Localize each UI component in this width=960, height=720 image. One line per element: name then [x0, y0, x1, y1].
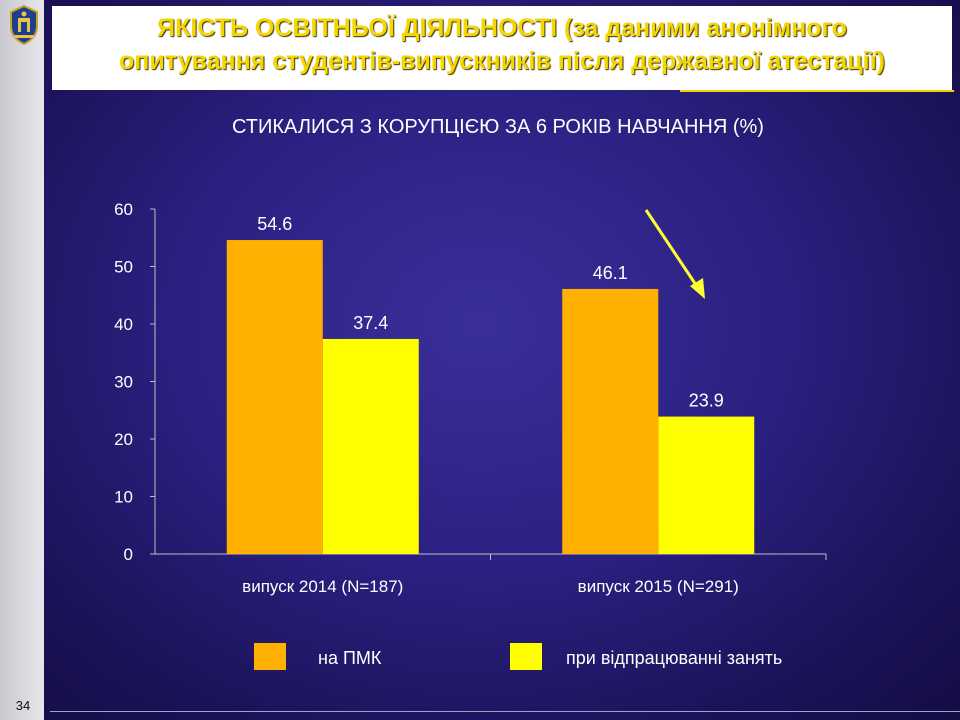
title-box [52, 6, 952, 90]
bar [322, 338, 419, 554]
bar [562, 288, 659, 554]
data-label: 23.9 [689, 391, 724, 411]
legend-label: на ПМК [318, 648, 382, 668]
y-tick-label: 50 [114, 258, 133, 277]
chart-title: СТИКАЛИСЯ З КОРУПЦІЄЮ ЗА 6 РОКІВ НАВЧАНН… [232, 116, 764, 138]
legend: на ПМК при відпрацюванні занять [254, 643, 782, 670]
title-rule-top [640, 8, 894, 9]
y-tick-label: 10 [114, 488, 133, 507]
data-label: 37.4 [353, 313, 388, 333]
y-tick-label: 20 [114, 430, 133, 449]
slide-title: ЯКІСТЬ ОСВІТНЬОЇ ДІЯЛЬНОСТІ (за даними а… [119, 14, 885, 75]
category-label: випуск 2014 (N=187) [242, 577, 403, 596]
trend-arrow [644, 209, 705, 299]
data-label: 46.1 [593, 263, 628, 283]
slide-number: 34 [15, 698, 31, 713]
legend-swatch [510, 643, 542, 670]
slide-sidebar: 34 [0, 0, 44, 720]
category-label: випуск 2015 (N=291) [578, 577, 739, 596]
legend-label: при відпрацюванні занять [566, 648, 782, 668]
plot-area: 0 10 20 30 40 50 60 54.6 37.4 випуск 2014 (N=187)… [114, 200, 827, 596]
legend-swatch [254, 643, 286, 670]
bar [226, 240, 323, 555]
bar [658, 416, 755, 554]
y-tick-label: 60 [114, 200, 133, 219]
university-logo [6, 4, 46, 48]
y-tick-label: 0 [124, 545, 133, 564]
y-tick-label: 40 [114, 315, 133, 334]
data-label: 54.6 [257, 214, 292, 234]
y-tick-label: 30 [114, 373, 133, 392]
title-rule-bottom [680, 90, 954, 92]
bottom-rule [50, 711, 960, 712]
